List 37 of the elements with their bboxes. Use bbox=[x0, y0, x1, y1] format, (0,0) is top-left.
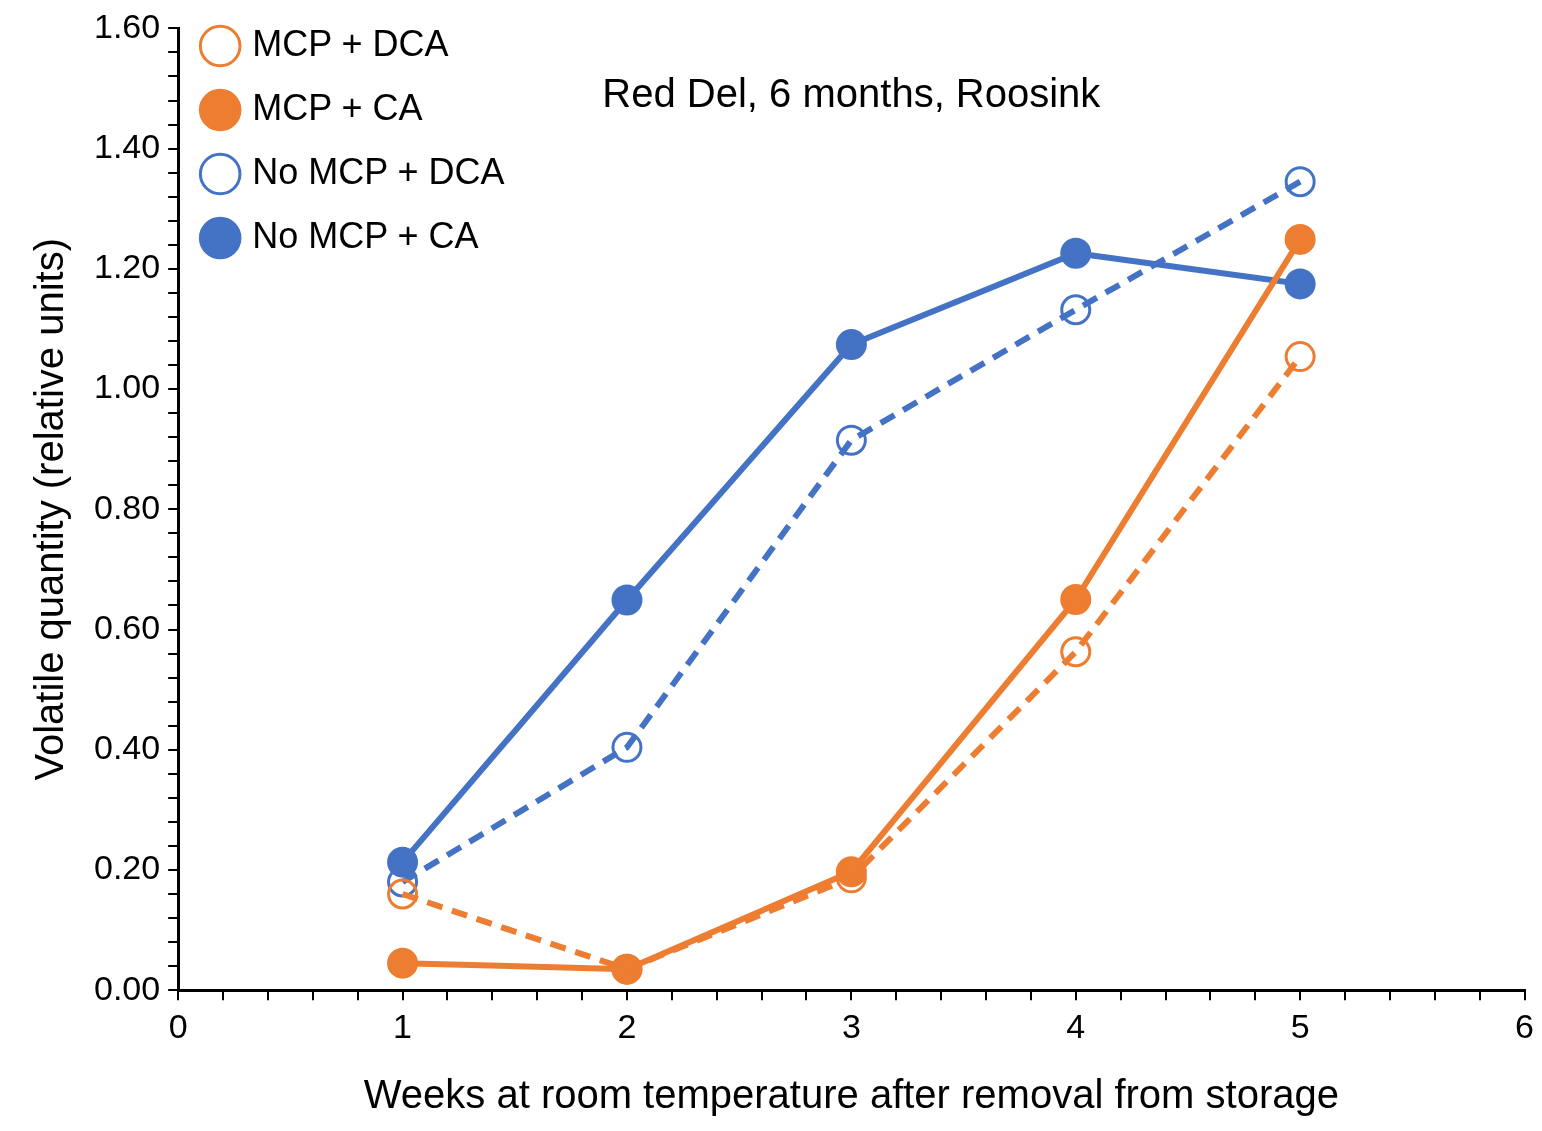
point bbox=[1284, 341, 1316, 373]
legend-label: MCP + CA bbox=[252, 86, 423, 128]
point bbox=[387, 878, 419, 910]
x-tick-label: 3 bbox=[841, 1006, 861, 1045]
legend-label: MCP + DCA bbox=[252, 22, 449, 64]
text: Red Del, 6 months, Roosink bbox=[602, 71, 1102, 116]
point bbox=[1060, 636, 1092, 668]
y-tick-label: 0.00 bbox=[93, 968, 161, 1007]
y-tick-label: 1.60 bbox=[93, 6, 161, 45]
x-tick-label: 0 bbox=[168, 1006, 188, 1045]
y-tick-label: 0.60 bbox=[93, 607, 161, 646]
legend-label: No MCP + DCA bbox=[252, 150, 505, 192]
point bbox=[1060, 583, 1092, 615]
point bbox=[1060, 294, 1092, 326]
point bbox=[835, 329, 867, 361]
y-tick-label: 0.40 bbox=[93, 728, 161, 767]
y-axis-title: Volatile quantity (relative units) bbox=[27, 238, 72, 781]
point bbox=[1060, 237, 1092, 269]
x-axis-title: Weeks at room temperature after removal from storage bbox=[363, 1072, 1339, 1117]
y-tick-label: 1.20 bbox=[93, 247, 161, 286]
point bbox=[835, 424, 867, 456]
x-tick-label: 4 bbox=[1066, 1006, 1086, 1045]
point bbox=[611, 731, 643, 763]
x-tick-label: 5 bbox=[1290, 1006, 1310, 1045]
x-tick-label: 6 bbox=[1515, 1006, 1535, 1045]
y-tick-label: 1.40 bbox=[93, 127, 161, 165]
point bbox=[1284, 268, 1316, 300]
point bbox=[387, 947, 419, 979]
y-tick-label: 0.80 bbox=[93, 487, 161, 526]
x-tick-label: 2 bbox=[617, 1006, 637, 1045]
point bbox=[1284, 166, 1316, 198]
point bbox=[1284, 223, 1316, 255]
legend-label: No MCP + CA bbox=[252, 214, 479, 256]
x-tick-label: 1 bbox=[393, 1006, 413, 1045]
y-tick-label: 1.00 bbox=[93, 367, 161, 406]
y-tick-label: 0.20 bbox=[93, 848, 161, 887]
point bbox=[611, 584, 643, 616]
